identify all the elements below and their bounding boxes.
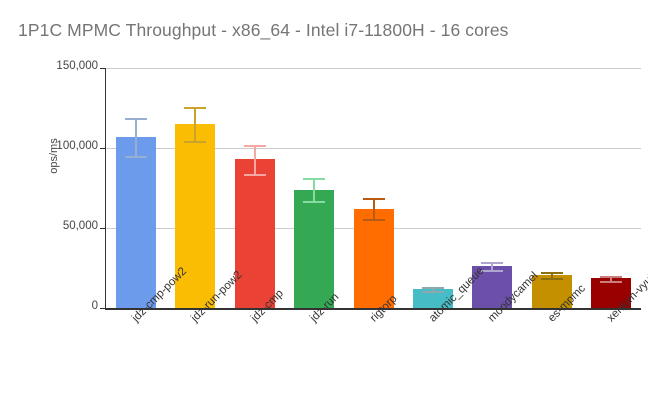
y-axis-tick-label: 100,000 xyxy=(56,140,98,152)
bar[interactable] xyxy=(472,266,513,308)
bar-group[interactable] xyxy=(234,68,275,308)
error-bar-cap-top xyxy=(481,262,504,265)
error-bar-cap-bottom xyxy=(124,156,147,158)
y-axis-line xyxy=(105,68,106,309)
y-axis-tick xyxy=(100,228,105,229)
error-bar-cap-bottom xyxy=(421,290,444,293)
error-bar-line xyxy=(610,276,613,281)
bar-group[interactable] xyxy=(591,68,632,308)
error-bar-cap-bottom xyxy=(481,270,504,273)
error-bar-cap-bottom xyxy=(184,140,207,143)
error-bar-line xyxy=(491,262,494,271)
error-bar-cap-top xyxy=(540,272,563,275)
bar[interactable] xyxy=(531,275,572,308)
error-bar-line xyxy=(194,107,197,141)
error-bar-cap-bottom xyxy=(243,173,266,176)
bar-group[interactable] xyxy=(412,68,453,308)
error-bar-cap-top xyxy=(184,107,207,110)
bar-group[interactable] xyxy=(175,68,216,308)
error-bar-line xyxy=(550,272,553,279)
y-axis-tick xyxy=(100,68,105,69)
gridline xyxy=(106,148,641,149)
bar[interactable] xyxy=(115,136,156,308)
error-bar-cap-top xyxy=(600,276,623,278)
error-bar-line xyxy=(134,117,137,156)
bar[interactable] xyxy=(294,189,335,308)
bar[interactable] xyxy=(412,288,453,308)
y-axis-tick-label: 0 xyxy=(91,300,98,312)
error-bar-cap-top xyxy=(243,144,266,147)
plot-area xyxy=(106,68,641,308)
y-axis-tick-label: 50,000 xyxy=(62,220,98,232)
y-axis-title: ops/ms xyxy=(48,138,60,174)
y-axis-tick-label: 150,000 xyxy=(56,60,98,72)
error-bar-line xyxy=(313,178,316,201)
bar[interactable] xyxy=(175,124,216,308)
y-axis-tick xyxy=(100,308,105,309)
bar[interactable] xyxy=(353,208,394,308)
y-axis-tick xyxy=(100,148,105,149)
bar-group[interactable] xyxy=(294,68,335,308)
error-bar-cap-top xyxy=(124,117,147,120)
bar-group[interactable] xyxy=(353,68,394,308)
error-bar-cap-bottom xyxy=(540,278,563,281)
x-axis-line xyxy=(105,308,641,310)
error-bar-cap-bottom xyxy=(600,280,623,283)
error-bar-cap-top xyxy=(421,286,444,289)
gridline xyxy=(106,68,641,69)
bar-group[interactable] xyxy=(115,68,156,308)
bar-group[interactable] xyxy=(472,68,513,308)
error-bar-cap-top xyxy=(362,198,385,201)
error-bar-cap-bottom xyxy=(362,219,385,222)
error-bar-cap-bottom xyxy=(303,200,326,203)
chart-title: 1P1C MPMC Throughput - x86_64 - Intel i7… xyxy=(18,20,509,40)
bar[interactable] xyxy=(591,278,632,308)
error-bar-line xyxy=(372,198,375,220)
bar-group[interactable] xyxy=(531,68,572,308)
error-bar-line xyxy=(253,144,256,174)
error-bar-cap-top xyxy=(303,178,326,181)
bar[interactable] xyxy=(234,159,275,308)
